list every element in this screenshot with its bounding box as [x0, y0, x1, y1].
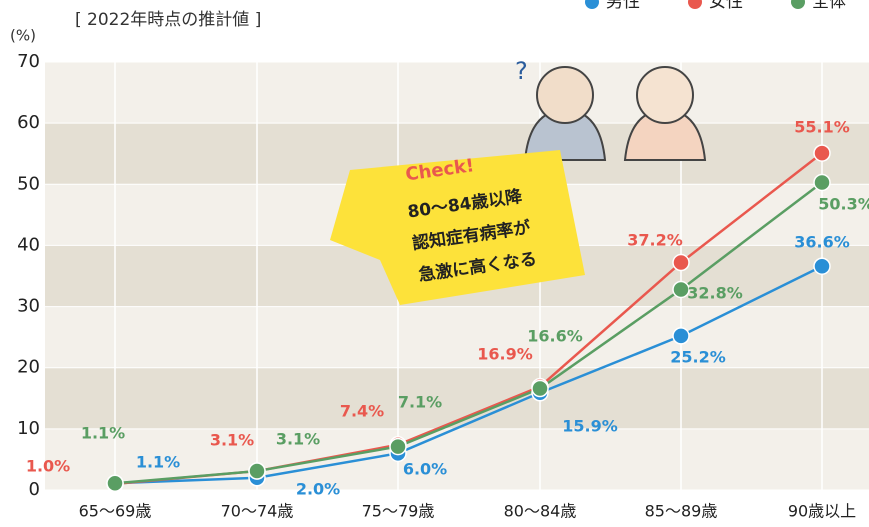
point: [249, 463, 265, 479]
legend-marker: [585, 0, 599, 9]
point: [814, 145, 830, 161]
value-label: 16.6%: [527, 327, 583, 346]
value-label: 7.1%: [398, 393, 442, 412]
point: [814, 174, 830, 190]
value-label: 7.4%: [340, 402, 384, 421]
value-label: 50.3%: [818, 195, 869, 214]
value-label: 2.0%: [296, 480, 340, 499]
legend-label: 全体: [812, 0, 846, 12]
x-tick-label: 90歳以上: [788, 502, 856, 521]
value-label: 55.1%: [794, 118, 850, 137]
x-tick-label: 70〜74歳: [221, 502, 294, 521]
point: [532, 381, 548, 397]
y-tick-label: 60: [17, 112, 40, 133]
value-label: 25.2%: [670, 348, 726, 367]
band: [45, 307, 869, 368]
y-tick-label: 20: [17, 357, 40, 378]
point: [107, 475, 123, 491]
band: [45, 62, 869, 123]
value-label: 1.0%: [26, 457, 70, 476]
x-tick-label: 65〜69歳: [79, 502, 152, 521]
value-label: 32.8%: [687, 284, 743, 303]
value-label: 37.2%: [627, 231, 683, 250]
svg-text:?: ?: [515, 57, 528, 85]
value-label: 16.9%: [477, 345, 533, 364]
y-tick-label: 0: [29, 479, 40, 500]
legend-label: 女性: [709, 0, 743, 12]
y-tick-label: 50: [17, 173, 40, 194]
point: [814, 258, 830, 274]
point: [673, 255, 689, 271]
x-tick-label: 75〜79歳: [362, 502, 435, 521]
x-tick-label: 85〜89歳: [645, 502, 718, 521]
value-label: 15.9%: [562, 417, 618, 436]
value-label: 1.1%: [136, 453, 180, 472]
y-tick-label: 70: [17, 51, 40, 72]
value-label: 3.1%: [276, 430, 320, 449]
chart-title: [ 2022年時点の推計値 ]: [75, 10, 261, 30]
chart: [ 2022年時点の推計値 ] (%) ? Check! 80〜84歳以降 認知…: [0, 0, 869, 527]
y-tick-label: 30: [17, 296, 40, 317]
value-label: 1.1%: [81, 424, 125, 443]
y-tick-label: 10: [17, 418, 40, 439]
legend-marker: [791, 0, 805, 9]
y-tick-label: 40: [17, 234, 40, 255]
legend-marker: [688, 0, 702, 9]
y-axis-label: (%): [10, 27, 36, 45]
value-label: 6.0%: [403, 460, 447, 479]
point: [390, 439, 406, 455]
legend-label: 男性: [606, 0, 640, 12]
value-label: 36.6%: [794, 233, 850, 252]
x-tick-label: 80〜84歳: [504, 502, 577, 521]
value-label: 3.1%: [210, 431, 254, 450]
point: [673, 328, 689, 344]
